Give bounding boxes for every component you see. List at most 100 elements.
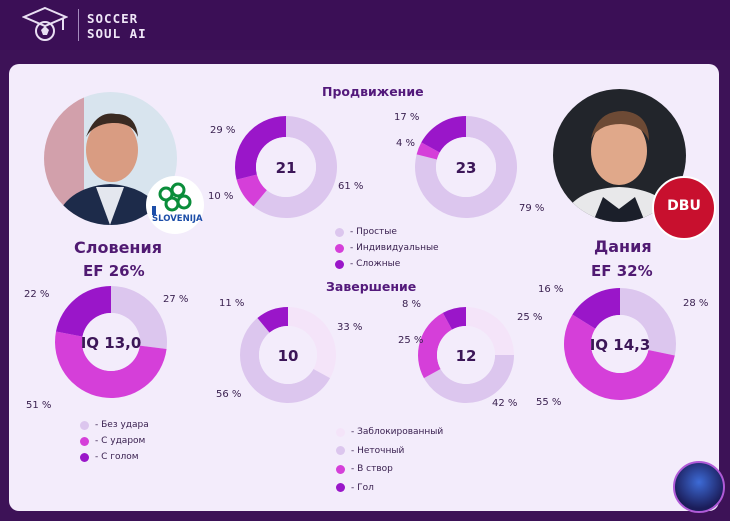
coach-photo-slovenia	[44, 92, 177, 225]
shots-legend-swatch	[80, 420, 89, 430]
brand-line-1: SOCCER	[87, 11, 139, 26]
right-iq-value-label-1: 28 %	[683, 298, 708, 309]
right-progress-center-label: 23	[456, 159, 477, 177]
progress-legend-label: - Простые	[350, 227, 397, 237]
right-finish-value-label-1: 25 %	[517, 312, 542, 323]
finish-legend-label: - Неточный	[351, 445, 405, 456]
logo-separator	[78, 9, 79, 41]
right-finish-value-label-2: 42 %	[492, 398, 517, 409]
right-progress-slice-2	[416, 142, 440, 160]
coach-photo-slovenia-image	[44, 92, 177, 225]
shots-legend-swatch	[80, 452, 89, 462]
left-progress-value-label-1: 61 %	[338, 181, 363, 192]
left-iq-center-label: IQ 13,0	[81, 334, 142, 352]
right-iq-slice-1	[620, 288, 676, 356]
assistant-avatar[interactable]	[673, 461, 725, 513]
right-finish-slice-3	[418, 312, 453, 379]
brand-line-2: SOUL AI	[87, 26, 147, 41]
progress-legend-swatch	[335, 243, 344, 253]
left-finish-value-label-2: 56 %	[216, 389, 241, 400]
left-finish-value-label-4: 11 %	[219, 298, 244, 309]
left-progress-slice-1	[253, 116, 337, 218]
finish-legend-swatch	[336, 427, 345, 437]
shots-legend-label: - Без удара	[95, 420, 149, 430]
finish-legend-swatch	[336, 464, 345, 474]
right-iq-value-label-2: 55 %	[536, 397, 561, 408]
right-iq-slice-2	[563, 314, 675, 401]
finish-legend-item: - В створ	[336, 462, 393, 476]
right-progress-slice-3	[421, 116, 466, 153]
shots-legend-label: - С ударом	[95, 436, 146, 446]
left-progress-value-label-2: 10 %	[208, 191, 233, 202]
right-progress-value-label-3: 17 %	[394, 112, 419, 123]
right-progress-hole	[436, 137, 496, 197]
graduation-ball-logo-icon	[22, 6, 68, 41]
left-finish-slice-1	[288, 307, 337, 379]
right-iq-slice-3	[572, 288, 620, 329]
team-name-right: Дания	[594, 237, 652, 256]
left-iq-value-label-3: 22 %	[24, 289, 49, 300]
right-finish-center-label: 12	[456, 347, 477, 365]
shots-legend-item: - С голом	[80, 450, 139, 464]
right-iq-value-label-3: 16 %	[538, 284, 563, 295]
finish-legend-item: - Гол	[336, 481, 374, 495]
finish-legend-label: - Гол	[351, 482, 374, 493]
slovenia-badge-label: SLOVENIJA	[152, 214, 203, 224]
finish-section-title: Завершение	[326, 279, 417, 294]
left-progress-slice-3	[235, 116, 286, 180]
slovenia-badge-icon	[152, 182, 192, 215]
denmark-federation-badge: DBU	[652, 176, 716, 240]
left-iq-value-label-1: 27 %	[163, 294, 188, 305]
right-iq-hole	[591, 315, 649, 373]
progress-legend-label: - Индивидуальные	[350, 243, 439, 253]
slovenia-federation-badge: SLOVENIJA	[146, 176, 204, 234]
left-progress-center-label: 21	[276, 159, 297, 177]
left-iq-slice-3	[55, 286, 111, 337]
left-finish-slice-2	[240, 318, 331, 403]
right-finish-value-label-3: 25 %	[398, 335, 423, 346]
shots-legend-label: - С голом	[95, 452, 139, 462]
finish-legend-swatch	[336, 446, 345, 455]
ef-left: EF 26%	[83, 262, 145, 280]
right-finish-slice-1	[466, 307, 514, 355]
brand-name: SOCCER SOUL AI	[87, 11, 147, 41]
denmark-badge-label: DBU	[667, 198, 701, 214]
right-finish-slice-4	[442, 307, 466, 330]
left-iq-hole	[82, 313, 140, 371]
finish-legend-item: - Неточный	[336, 444, 404, 458]
right-progress-slice-1	[415, 116, 518, 219]
finish-legend-item: - Заблокированный	[336, 425, 443, 439]
right-iq-center-label: IQ 14,3	[590, 336, 651, 354]
left-iq-value-label-2: 51 %	[26, 400, 51, 411]
progress-legend-item: - Индивидуальные	[335, 241, 439, 255]
right-progress-value-label-2: 4 %	[396, 138, 415, 149]
left-finish-hole	[259, 326, 317, 384]
left-iq-slice-1	[111, 286, 168, 350]
shots-legend-item: - Без удара	[80, 418, 149, 432]
progress-legend-swatch	[335, 259, 344, 269]
left-progress-slice-2	[236, 174, 267, 207]
progress-legend-item: - Сложные	[335, 257, 400, 271]
progress-legend-label: - Сложные	[350, 259, 401, 269]
finish-legend-label: - В створ	[351, 464, 393, 474]
right-finish-hole	[437, 326, 495, 384]
right-finish-value-label-4: 8 %	[402, 299, 421, 310]
finish-legend-label: - Заблокированный	[351, 427, 444, 437]
right-finish-slice-2	[423, 355, 514, 403]
top-bar: SOCCER SOUL AI	[0, 0, 730, 50]
left-iq-slice-2	[55, 331, 167, 399]
left-finish-value-label-1: 33 %	[337, 322, 362, 333]
shots-legend-swatch	[80, 436, 89, 446]
team-name-left: Словения	[74, 238, 162, 257]
progress-legend-swatch	[335, 227, 344, 237]
progress-section-title: Продвижение	[322, 84, 424, 99]
finish-legend-swatch	[336, 483, 345, 492]
left-finish-center-label: 10	[278, 347, 299, 365]
left-finish-slice-4	[257, 307, 288, 333]
left-progress-value-label-3: 29 %	[210, 125, 235, 136]
progress-legend-item: - Простые	[335, 225, 397, 239]
right-progress-value-label-1: 79 %	[519, 203, 544, 214]
shots-legend-item: - С ударом	[80, 434, 145, 448]
left-progress-hole	[256, 137, 316, 197]
